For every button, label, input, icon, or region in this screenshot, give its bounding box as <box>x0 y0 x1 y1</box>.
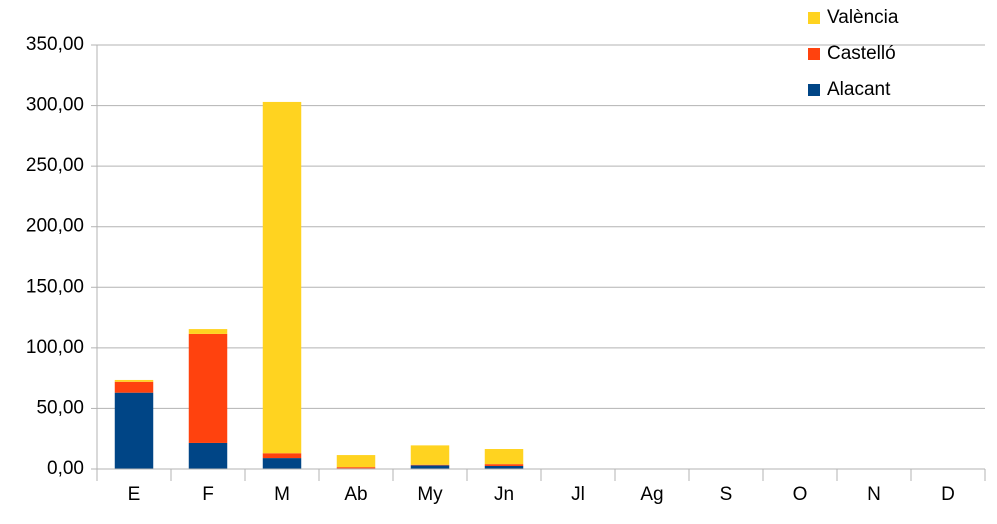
y-tick-label: 250,00 <box>26 155 84 176</box>
legend-label: Castelló <box>827 43 896 64</box>
bar-segment <box>114 381 154 393</box>
x-tick-label: E <box>128 484 141 505</box>
y-tick-label: 100,00 <box>26 337 84 358</box>
x-tick-label: S <box>720 484 733 505</box>
bar-segment <box>336 467 376 469</box>
x-tick-label: My <box>417 484 443 505</box>
y-tick-label: 150,00 <box>26 276 84 297</box>
y-tick-label: 300,00 <box>26 95 84 116</box>
x-tick-label: Jn <box>494 484 514 505</box>
bar-segment <box>188 329 228 334</box>
y-tick-label: 0,00 <box>47 458 84 479</box>
x-tick-label: N <box>867 484 881 505</box>
bar-segment <box>410 464 450 466</box>
x-tick-label: D <box>941 484 955 505</box>
bar-segment <box>336 455 376 468</box>
legend-label: València <box>827 7 899 28</box>
bar-segment <box>262 458 302 469</box>
bar-segment <box>262 453 302 459</box>
x-tick-label: Ab <box>344 484 367 505</box>
bar-segment <box>188 442 228 469</box>
x-tick-label: Ag <box>640 484 663 505</box>
legend-swatch <box>808 84 820 96</box>
bar-segment <box>262 101 302 454</box>
x-tick-label: F <box>202 484 214 505</box>
legend-swatch <box>808 12 820 24</box>
x-tick-label: O <box>793 484 808 505</box>
bar-segment <box>410 445 450 465</box>
bar-segment <box>484 465 524 469</box>
bar-segment <box>114 392 154 469</box>
y-tick-label: 50,00 <box>36 397 84 418</box>
x-tick-label: M <box>274 484 290 505</box>
bar-segment <box>484 449 524 465</box>
y-tick-label: 350,00 <box>26 34 84 55</box>
legend-swatch <box>808 48 820 60</box>
x-tick-label: Jl <box>571 484 585 505</box>
bar-segment <box>188 333 228 443</box>
bar-segment <box>410 465 450 469</box>
y-tick-label: 200,00 <box>26 216 84 237</box>
bar-segment <box>484 464 524 466</box>
bar-segment <box>114 379 154 382</box>
legend-label: Alacant <box>827 79 891 100</box>
